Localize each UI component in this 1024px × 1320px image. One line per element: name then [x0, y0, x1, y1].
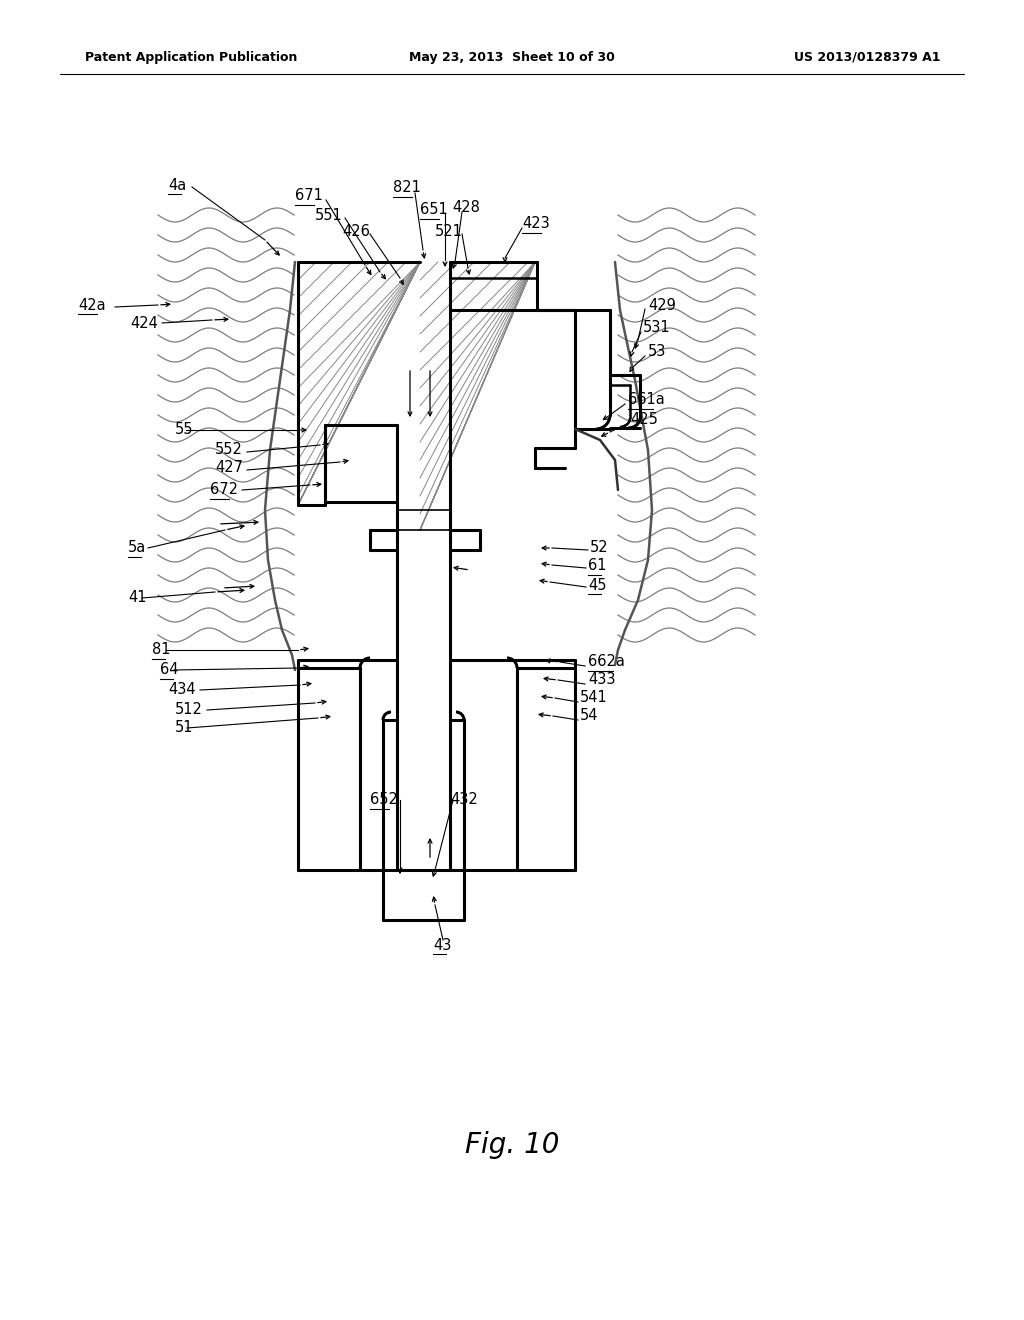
- Text: 424: 424: [130, 315, 158, 330]
- Text: 425: 425: [630, 412, 657, 428]
- Text: 45: 45: [588, 578, 606, 593]
- Text: 552: 552: [215, 442, 243, 458]
- Text: 5a: 5a: [128, 540, 146, 556]
- Text: 61: 61: [588, 558, 606, 573]
- Text: 821: 821: [393, 181, 421, 195]
- Text: 551: 551: [315, 207, 343, 223]
- Text: US 2013/0128379 A1: US 2013/0128379 A1: [794, 50, 940, 63]
- Text: Patent Application Publication: Patent Application Publication: [85, 50, 297, 63]
- Text: 662a: 662a: [588, 655, 625, 669]
- Text: 434: 434: [168, 682, 196, 697]
- Text: 652: 652: [370, 792, 398, 808]
- Text: 521: 521: [435, 224, 463, 239]
- Text: 43: 43: [433, 937, 452, 953]
- Text: 651: 651: [420, 202, 447, 218]
- Text: 54: 54: [580, 709, 598, 723]
- Text: May 23, 2013  Sheet 10 of 30: May 23, 2013 Sheet 10 of 30: [409, 50, 615, 63]
- Text: 81: 81: [152, 643, 171, 657]
- Text: 429: 429: [648, 297, 676, 313]
- Text: 51: 51: [175, 721, 194, 735]
- Text: 433: 433: [588, 672, 615, 688]
- Text: 672: 672: [210, 483, 238, 498]
- Text: Fig. 10: Fig. 10: [465, 1131, 559, 1159]
- Text: 53: 53: [648, 345, 667, 359]
- Text: 42a: 42a: [78, 297, 105, 313]
- Text: 671: 671: [295, 189, 323, 203]
- Text: 426: 426: [342, 224, 370, 239]
- Text: 64: 64: [160, 663, 178, 677]
- Text: 423: 423: [522, 216, 550, 231]
- Text: 427: 427: [215, 461, 243, 475]
- Text: 428: 428: [452, 201, 480, 215]
- Text: 541: 541: [580, 690, 608, 705]
- Text: 661a: 661a: [628, 392, 665, 408]
- Text: 41: 41: [128, 590, 146, 606]
- Text: 531: 531: [643, 321, 671, 335]
- Text: 512: 512: [175, 702, 203, 718]
- Text: 55: 55: [175, 422, 194, 437]
- Text: 432: 432: [450, 792, 478, 808]
- Text: 4a: 4a: [168, 177, 186, 193]
- Text: 52: 52: [590, 540, 608, 556]
